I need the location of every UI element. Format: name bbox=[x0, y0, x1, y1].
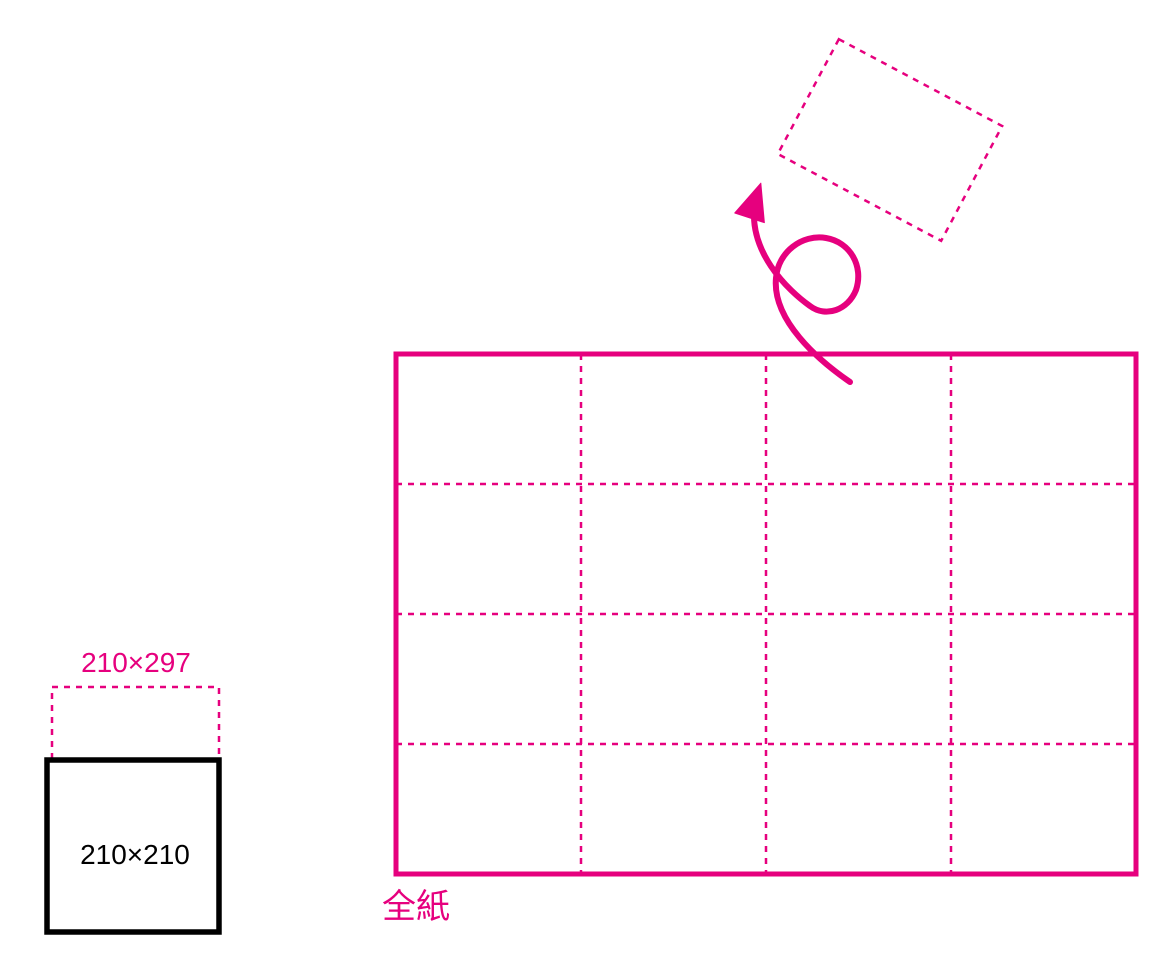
full-sheet-grid bbox=[396, 354, 1136, 874]
diagram-canvas: 210×297 210×210 全紙 bbox=[0, 0, 1174, 972]
a4-sheet-outline bbox=[52, 687, 219, 760]
full-sheet-label: 全紙 bbox=[382, 888, 450, 926]
a4-dimension-label: 210×297 bbox=[81, 647, 191, 678]
square-dimension-label: 210×210 bbox=[80, 839, 190, 870]
loop-arrow-head-icon bbox=[735, 183, 765, 222]
flying-cell-outline bbox=[778, 39, 1002, 241]
